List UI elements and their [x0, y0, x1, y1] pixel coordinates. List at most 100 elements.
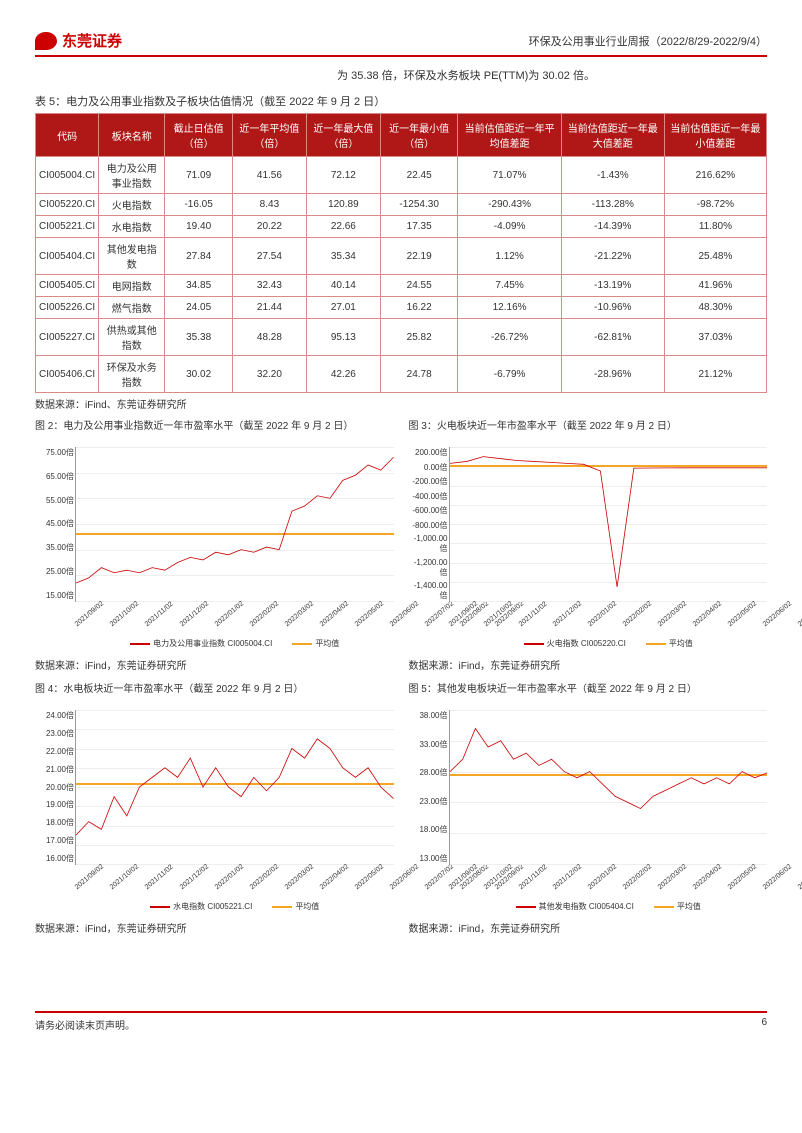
table-cell: 71.09: [165, 157, 233, 194]
table-header: 近一年平均值（倍）: [232, 114, 306, 157]
table-cell: 24.55: [380, 275, 458, 297]
table-cell: CI005227.CI: [36, 319, 99, 356]
table-cell: -290.43%: [458, 194, 561, 216]
table-row: CI005227.CI供热或其他指数35.3848.2895.1325.82-2…: [36, 319, 767, 356]
company-logo: 东莞证券: [35, 30, 122, 51]
table-row: CI005004.CI电力及公用事业指数71.0941.5672.1222.45…: [36, 157, 767, 194]
y-axis: 38.00倍33.00倍28.00倍23.00倍18.00倍13.00倍: [410, 710, 448, 864]
chart-legend: 电力及公用事业指数 CI005004.CI平均值: [76, 638, 394, 649]
table-cell: -4.09%: [458, 216, 561, 238]
table-source: 数据来源：iFind、东莞证券研究所: [35, 396, 767, 411]
table-cell: 17.35: [380, 216, 458, 238]
table-cell: -13.19%: [561, 275, 664, 297]
table-row: CI005406.CI环保及水务指数30.0232.2042.2624.78-6…: [36, 356, 767, 393]
x-axis: 2021/09/022021/10/022021/11/022021/12/02…: [76, 622, 394, 629]
chart: 200.00倍0.00倍-200.00倍-400.00倍-600.00倍-800…: [449, 447, 768, 602]
table-header: 当前估值距近一年平均值差距: [458, 114, 561, 157]
table-cell: CI005221.CI: [36, 216, 99, 238]
chart-source: 数据来源：iFind，东莞证券研究所: [35, 920, 394, 935]
table-cell: 32.43: [232, 275, 306, 297]
chart-source: 数据来源：iFind，东莞证券研究所: [409, 920, 768, 935]
table-cell: 22.19: [380, 238, 458, 275]
table-row: CI005226.CI燃气指数24.0521.4427.0116.2212.16…: [36, 297, 767, 319]
x-axis: 2021/09/022021/10/022021/11/022021/12/02…: [450, 622, 768, 629]
table-cell: 27.01: [306, 297, 380, 319]
table-cell: 1.12%: [458, 238, 561, 275]
table-cell: 7.45%: [458, 275, 561, 297]
table-cell: 电网指数: [99, 275, 165, 297]
table-cell: 22.45: [380, 157, 458, 194]
table-cell: 其他发电指数: [99, 238, 165, 275]
table-cell: CI005405.CI: [36, 275, 99, 297]
table-cell: 24.78: [380, 356, 458, 393]
table-cell: -6.79%: [458, 356, 561, 393]
table-cell: CI005226.CI: [36, 297, 99, 319]
table-header: 截止日估值（倍）: [165, 114, 233, 157]
table-cell: 水电指数: [99, 216, 165, 238]
intro-text: 为 35.38 倍，环保及水务板块 PE(TTM)为 30.02 倍。: [35, 67, 767, 83]
table-cell: -1254.30: [380, 194, 458, 216]
table-cell: 41.56: [232, 157, 306, 194]
y-axis: 24.00倍23.00倍22.00倍21.00倍20.00倍19.00倍18.0…: [36, 710, 74, 864]
table-cell: 72.12: [306, 157, 380, 194]
logo-icon: [35, 32, 57, 50]
chart: 75.00倍65.00倍55.00倍45.00倍35.00倍25.00倍15.0…: [75, 447, 394, 602]
chart-title: 图 2：电力及公用事业指数近一年市盈率水平（截至 2022 年 9 月 2 日）: [35, 417, 394, 441]
table-cell: CI005220.CI: [36, 194, 99, 216]
table-cell: -10.96%: [561, 297, 664, 319]
table-cell: 12.16%: [458, 297, 561, 319]
chart-legend: 水电指数 CI005221.CI平均值: [76, 901, 394, 912]
table-cell: 71.07%: [458, 157, 561, 194]
table-header: 板块名称: [99, 114, 165, 157]
table-row: CI005221.CI水电指数19.4020.2222.6617.35-4.09…: [36, 216, 767, 238]
table-cell: -98.72%: [664, 194, 766, 216]
report-title: 环保及公用事业行业周报（2022/8/29-2022/9/4）: [529, 33, 767, 49]
table-title: 表 5：电力及公用事业指数及子板块估值情况（截至 2022 年 9 月 2 日）: [35, 93, 767, 109]
table-cell: -62.81%: [561, 319, 664, 356]
table-cell: 21.44: [232, 297, 306, 319]
table-header: 当前估值距近一年最小值差距: [664, 114, 766, 157]
table-cell: 27.54: [232, 238, 306, 275]
chart-title: 图 5：其他发电板块近一年市盈率水平（截至 2022 年 9 月 2 日）: [409, 680, 768, 704]
table-cell: 16.22: [380, 297, 458, 319]
table-cell: 95.13: [306, 319, 380, 356]
table-cell: 电力及公用事业指数: [99, 157, 165, 194]
table-cell: -26.72%: [458, 319, 561, 356]
chart-source: 数据来源：iFind，东莞证券研究所: [409, 657, 768, 672]
table-cell: -14.39%: [561, 216, 664, 238]
page-header: 东莞证券 环保及公用事业行业周报（2022/8/29-2022/9/4）: [35, 30, 767, 57]
table-cell: 35.38: [165, 319, 233, 356]
chart-title: 图 3：火电板块近一年市盈率水平（截至 2022 年 9 月 2 日）: [409, 417, 768, 441]
table-cell: 216.62%: [664, 157, 766, 194]
company-name: 东莞证券: [62, 30, 122, 51]
table-header: 代码: [36, 114, 99, 157]
table-cell: 37.03%: [664, 319, 766, 356]
table-cell: 25.48%: [664, 238, 766, 275]
table-cell: -21.22%: [561, 238, 664, 275]
table-cell: 21.12%: [664, 356, 766, 393]
table-cell: 25.82: [380, 319, 458, 356]
table-header: 当前估值距近一年最大值差距: [561, 114, 664, 157]
chart: 38.00倍33.00倍28.00倍23.00倍18.00倍13.00倍2021…: [449, 710, 768, 865]
chart-legend: 其他发电指数 CI005404.CI平均值: [450, 901, 768, 912]
table-cell: 34.85: [165, 275, 233, 297]
table-cell: -16.05: [165, 194, 233, 216]
chart-legend: 火电指数 CI005220.CI平均值: [450, 638, 768, 649]
page-footer: 请务必阅读末页声明。 6: [35, 1011, 767, 1032]
table-cell: CI005004.CI: [36, 157, 99, 194]
page-number: 6: [761, 1017, 767, 1032]
table-row: CI005405.CI电网指数34.8532.4340.1424.557.45%…: [36, 275, 767, 297]
x-axis: 2021/09/022021/10/022021/11/022021/12/02…: [450, 885, 768, 892]
table-cell: 32.20: [232, 356, 306, 393]
y-axis: 75.00倍65.00倍55.00倍45.00倍35.00倍25.00倍15.0…: [36, 447, 74, 601]
x-axis: 2021/09/022021/10/022021/11/022021/12/02…: [76, 885, 394, 892]
table-cell: -113.28%: [561, 194, 664, 216]
table-cell: 火电指数: [99, 194, 165, 216]
chart-title: 图 4：水电板块近一年市盈率水平（截至 2022 年 9 月 2 日）: [35, 680, 394, 704]
table-cell: 8.43: [232, 194, 306, 216]
table-cell: -28.96%: [561, 356, 664, 393]
table-cell: 120.89: [306, 194, 380, 216]
table-cell: 环保及水务指数: [99, 356, 165, 393]
table-cell: CI005404.CI: [36, 238, 99, 275]
table-row: CI005220.CI火电指数-16.058.43120.89-1254.30-…: [36, 194, 767, 216]
